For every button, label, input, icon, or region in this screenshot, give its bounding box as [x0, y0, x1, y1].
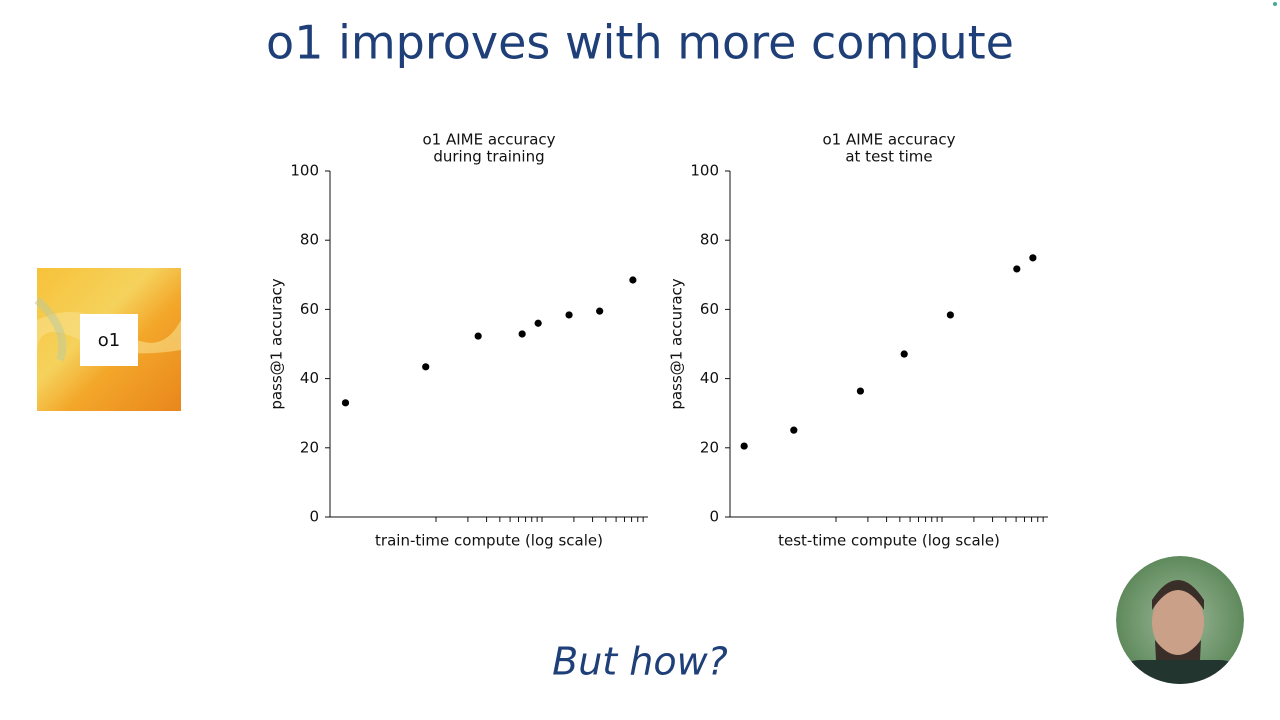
logo-label: o1 — [98, 330, 120, 351]
y-tick-label: 60 — [300, 300, 319, 318]
y-tick-label: 40 — [300, 369, 319, 387]
chart-title: o1 AIME accuracy — [822, 131, 955, 149]
y-tick-label: 60 — [700, 300, 719, 318]
data-point — [1013, 265, 1021, 273]
y-tick-label: 100 — [690, 162, 719, 180]
data-point — [518, 330, 526, 338]
y-tick-label: 100 — [290, 162, 319, 180]
data-point — [790, 426, 798, 434]
y-tick-label: 80 — [700, 231, 719, 249]
data-point — [856, 387, 865, 395]
webcam — [1116, 556, 1244, 684]
data-point — [900, 350, 908, 358]
data-point — [1029, 254, 1037, 262]
data-point — [422, 363, 430, 371]
chart-title: at test time — [845, 148, 932, 166]
slide-title: o1 improves with more compute — [266, 16, 1014, 70]
footer-question: But how? — [552, 640, 728, 684]
data-point — [946, 311, 954, 319]
y-axis-label: pass@1 accuracy — [668, 278, 686, 409]
y-tick-label: 20 — [700, 438, 719, 456]
y-tick-label: 20 — [300, 438, 319, 456]
logo-card: o1 — [34, 268, 181, 411]
chart-title: o1 AIME accuracy — [422, 131, 555, 149]
y-tick-label: 80 — [300, 231, 319, 249]
data-point — [534, 319, 542, 327]
data-point — [474, 332, 482, 340]
data-point — [341, 399, 350, 407]
x-axis-label: test-time compute (log scale) — [778, 532, 1000, 550]
x-axis-label: train-time compute (log scale) — [375, 532, 603, 550]
data-point — [629, 276, 637, 284]
y-tick-label: 40 — [700, 369, 719, 387]
data-point — [740, 442, 748, 450]
data-point — [596, 307, 604, 315]
status-dot — [1273, 2, 1277, 6]
y-axis-label: pass@1 accuracy — [268, 278, 286, 409]
y-tick-label: 0 — [309, 508, 319, 526]
y-tick-label: 0 — [709, 508, 719, 526]
chart-title: during training — [433, 148, 544, 166]
data-point — [565, 311, 573, 319]
